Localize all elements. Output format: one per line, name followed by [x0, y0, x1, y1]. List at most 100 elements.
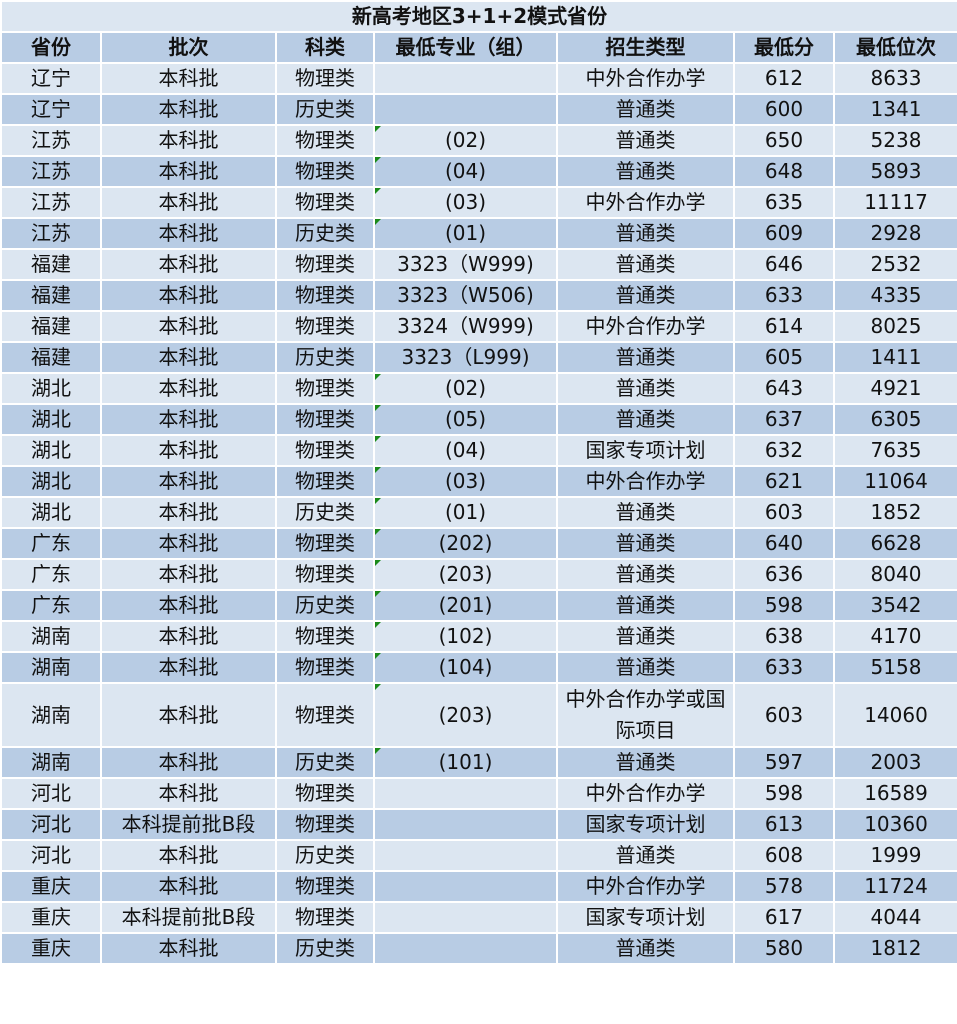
- cell-enrollment-type: 普通类: [556, 341, 735, 374]
- cell-province: 江苏: [0, 186, 102, 219]
- cell-subject: 历史类: [275, 93, 375, 126]
- cell-text: 3323（W506): [397, 283, 534, 307]
- cell-province: 广东: [0, 558, 102, 591]
- cell-text: 本科批: [158, 750, 219, 774]
- cell-text: 物理类: [295, 283, 355, 307]
- number-as-text-marker-icon: [375, 748, 381, 754]
- cell-min-rank: 11117: [832, 186, 957, 219]
- cell-text: 历史类: [295, 500, 355, 524]
- cell-min-major-group: [373, 808, 558, 841]
- column-header-min-score: 最低分: [733, 31, 835, 64]
- cell-min-major-group: [373, 901, 558, 934]
- cell-text: 5158: [870, 655, 922, 679]
- cell-min-score: 600: [733, 93, 835, 126]
- cell-text: 650: [764, 128, 804, 152]
- cell-enrollment-type: 普通类: [556, 839, 735, 872]
- cell-enrollment-type: 普通类: [556, 620, 735, 653]
- cell-text: 605: [764, 345, 804, 369]
- cell-subject: 物理类: [275, 403, 375, 436]
- cell-text: 本科批: [158, 221, 219, 245]
- cell-text: 物理类: [295, 314, 355, 338]
- cell-min-rank: 1341: [832, 93, 957, 126]
- cell-min-score: 617: [733, 901, 835, 934]
- cell-text: 8633: [870, 66, 922, 90]
- cell-text: 湖南: [31, 624, 71, 648]
- cell-text: 湖南: [31, 702, 71, 727]
- cell-min-rank: 2928: [832, 217, 957, 250]
- cell-min-score: 643: [733, 372, 835, 405]
- table-row: 重庆 本科批 物理类 中外合作办学 578 11724: [0, 870, 957, 903]
- cell-batch: 本科批: [100, 527, 277, 560]
- cell-province: 广东: [0, 527, 102, 560]
- cell-text: 本科批: [158, 531, 219, 555]
- cell-min-score: 632: [733, 434, 835, 467]
- cell-min-rank: 16589: [832, 777, 957, 810]
- cell-text: 2003: [870, 750, 922, 774]
- cell-province: 福建: [0, 341, 102, 374]
- cell-text: 物理类: [295, 562, 355, 586]
- cell-text: 普通类: [615, 159, 676, 183]
- cell-text: 638: [764, 624, 804, 648]
- cell-text: 物理类: [295, 407, 355, 431]
- cell-text: 中外合作办学: [585, 190, 706, 214]
- cell-text: 621: [764, 469, 804, 493]
- table-row: 湖北 本科批 物理类 (04) 国家专项计划 632 7635: [0, 434, 957, 467]
- cell-min-score: 605: [733, 341, 835, 374]
- cell-text: 普通类: [615, 500, 676, 524]
- cell-enrollment-type: 中外合作办学: [556, 62, 735, 95]
- cell-text: 本科提前批B段: [121, 905, 256, 929]
- cell-text: 中外合作办学: [585, 781, 706, 805]
- cell-text: (104): [438, 655, 493, 679]
- cell-min-score: 597: [733, 746, 835, 779]
- cell-province: 重庆: [0, 870, 102, 903]
- cell-subject: 历史类: [275, 839, 375, 872]
- cell-enrollment-type: 普通类: [556, 124, 735, 157]
- cell-text: 物理类: [295, 438, 355, 462]
- cell-batch: 本科批: [100, 62, 277, 95]
- table-row: 湖北 本科批 历史类 (01) 普通类 603 1852: [0, 496, 957, 529]
- cell-min-rank: 10360: [832, 808, 957, 841]
- cell-subject: 历史类: [275, 746, 375, 779]
- cell-province: 江苏: [0, 124, 102, 157]
- cell-text: 603: [764, 500, 804, 524]
- cell-min-rank: 1812: [832, 932, 957, 965]
- cell-subject: 历史类: [275, 341, 375, 374]
- cell-subject: 物理类: [275, 434, 375, 467]
- cell-text: 普通类: [615, 562, 676, 586]
- table-row: 河北 本科批 物理类 中外合作办学 598 16589: [0, 777, 957, 810]
- cell-text: 609: [764, 221, 804, 245]
- number-as-text-marker-icon: [375, 405, 381, 411]
- cell-min-major-group: (01): [373, 496, 558, 529]
- cell-text: 历史类: [295, 221, 355, 245]
- cell-text: 本科批: [158, 702, 219, 727]
- cell-text: 历史类: [295, 843, 355, 867]
- cell-enrollment-type: 普通类: [556, 372, 735, 405]
- cell-text: 4335: [870, 283, 922, 307]
- cell-enrollment-type: 中外合作办学: [556, 465, 735, 498]
- cell-province: 河北: [0, 839, 102, 872]
- cell-min-rank: 6305: [832, 403, 957, 436]
- cell-province: 湖南: [0, 620, 102, 653]
- cell-text: 湖北: [31, 500, 71, 524]
- cell-min-score: 621: [733, 465, 835, 498]
- number-as-text-marker-icon: [375, 126, 381, 132]
- cell-subject: 物理类: [275, 62, 375, 95]
- cell-text: 普通类: [615, 750, 676, 774]
- table-row: 江苏 本科批 物理类 (04) 普通类 648 5893: [0, 155, 957, 188]
- cell-subject: 物理类: [275, 186, 375, 219]
- cell-text: 1341: [870, 97, 922, 121]
- cell-text: (03): [444, 469, 487, 493]
- cell-province: 重庆: [0, 932, 102, 965]
- cell-min-score: 650: [733, 124, 835, 157]
- cell-text: 物理类: [295, 190, 355, 214]
- cell-subject: 物理类: [275, 870, 375, 903]
- cell-batch: 本科批: [100, 589, 277, 622]
- cell-batch: 本科批: [100, 434, 277, 467]
- cell-min-rank: 1411: [832, 341, 957, 374]
- cell-text: 普通类: [615, 97, 676, 121]
- cell-min-rank: 4921: [832, 372, 957, 405]
- cell-subject: 物理类: [275, 124, 375, 157]
- cell-province: 福建: [0, 279, 102, 312]
- cell-text: 物理类: [295, 376, 355, 400]
- cell-province: 河北: [0, 808, 102, 841]
